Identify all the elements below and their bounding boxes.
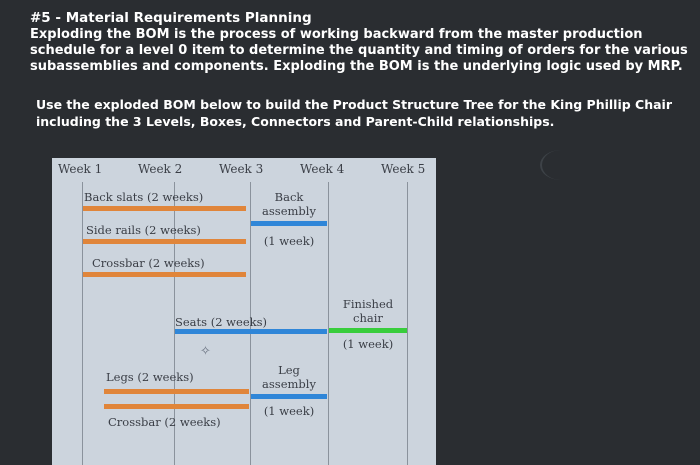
back-slats-label: Back slats (2 weeks) bbox=[84, 190, 204, 204]
back-assembly-label: Back assembly bbox=[251, 190, 327, 218]
leg-assembly-time: (1 week) bbox=[263, 404, 315, 418]
finished-chair-line-2: chair bbox=[353, 311, 383, 325]
back-assembly-line-1: Back bbox=[274, 190, 304, 204]
finished-chair-bar bbox=[329, 328, 407, 333]
seats-bar bbox=[175, 329, 327, 334]
back-assembly-line-2: assembly bbox=[262, 204, 316, 218]
legs-bar bbox=[104, 389, 249, 394]
crossbar-bottom-label: Crossbar (2 weeks) bbox=[108, 415, 221, 429]
header: #5 - Material Requirements Planning Expl… bbox=[30, 10, 690, 75]
week-divider bbox=[328, 182, 329, 465]
finished-chair-time: (1 week) bbox=[342, 337, 394, 351]
finished-chair-line-1: Finished bbox=[342, 297, 394, 311]
week-2-label: Week 2 bbox=[138, 162, 183, 176]
week-divider bbox=[82, 182, 83, 465]
leg-assembly-label: Leg assembly bbox=[251, 363, 327, 391]
leg-assembly-line-1: Leg bbox=[278, 363, 300, 377]
leg-assembly-bar bbox=[251, 394, 327, 399]
seats-label: Seats (2 weeks) bbox=[175, 315, 267, 329]
intro-text: Exploding the BOM is the process of work… bbox=[30, 27, 688, 74]
back-assembly-bar bbox=[251, 221, 327, 226]
crossbar-top-label: Crossbar (2 weeks) bbox=[92, 256, 205, 270]
week-3-label: Week 3 bbox=[219, 162, 264, 176]
screen-glare bbox=[540, 150, 582, 180]
week-5-label: Week 5 bbox=[381, 162, 426, 176]
page-title: #5 - Material Requirements Planning bbox=[30, 10, 312, 26]
crossbar-top-bar bbox=[83, 272, 246, 277]
cursor-icon: ✧ bbox=[200, 344, 211, 359]
week-divider bbox=[407, 182, 408, 465]
back-assembly-time: (1 week) bbox=[263, 234, 315, 248]
week-divider bbox=[250, 182, 251, 465]
leg-assembly-line-2: assembly bbox=[262, 377, 316, 391]
task-text: Use the exploded BOM below to build the … bbox=[36, 97, 672, 129]
finished-chair-label: Finished chair bbox=[329, 297, 407, 325]
crossbar-bottom-bar bbox=[104, 404, 249, 409]
back-slats-bar bbox=[83, 206, 246, 211]
week-4-label: Week 4 bbox=[300, 162, 345, 176]
week-1-label: Week 1 bbox=[58, 162, 103, 176]
side-rails-bar bbox=[83, 239, 246, 244]
side-rails-label: Side rails (2 weeks) bbox=[86, 223, 201, 237]
week-divider bbox=[174, 182, 175, 465]
legs-label: Legs (2 weeks) bbox=[106, 370, 194, 384]
bom-time-phased-chart: Week 1 Week 2 Week 3 Week 4 Week 5 Back … bbox=[52, 158, 436, 465]
